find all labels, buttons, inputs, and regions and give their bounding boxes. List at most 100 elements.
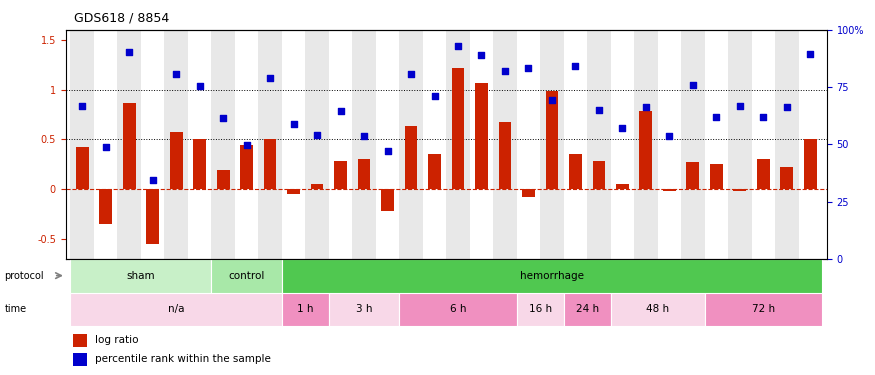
Bar — [74, 334, 87, 347]
Text: control: control — [228, 271, 265, 280]
Point — [263, 75, 277, 81]
Bar — [211, 259, 282, 292]
Bar — [146, 189, 159, 244]
Bar — [94, 30, 117, 259]
Bar — [663, 189, 676, 191]
Point — [756, 114, 771, 120]
Bar — [99, 189, 112, 224]
Bar — [704, 292, 822, 326]
Bar — [170, 132, 183, 189]
Bar — [287, 189, 300, 194]
Point — [662, 134, 676, 140]
Bar — [329, 292, 399, 326]
Text: 48 h: 48 h — [646, 304, 669, 314]
Bar — [428, 154, 441, 189]
Text: log ratio: log ratio — [94, 335, 138, 345]
Point — [381, 148, 395, 154]
Point — [240, 142, 254, 148]
Point — [686, 82, 700, 88]
Bar — [399, 30, 423, 259]
Point — [192, 83, 206, 89]
Bar — [587, 30, 611, 259]
Bar — [775, 30, 799, 259]
Bar — [70, 292, 282, 326]
Text: 16 h: 16 h — [528, 304, 552, 314]
Bar — [263, 140, 276, 189]
Point — [75, 103, 89, 109]
Bar — [728, 30, 752, 259]
Point — [639, 104, 653, 110]
Bar — [211, 30, 235, 259]
Bar — [452, 68, 465, 189]
Point — [569, 63, 583, 69]
Text: sham: sham — [127, 271, 155, 280]
Text: 3 h: 3 h — [356, 304, 372, 314]
Bar — [74, 352, 87, 366]
Bar — [752, 30, 775, 259]
Text: protocol: protocol — [4, 271, 44, 280]
Point — [780, 104, 794, 110]
Bar — [757, 159, 770, 189]
Bar — [517, 30, 540, 259]
Point — [123, 49, 136, 55]
Bar — [399, 292, 517, 326]
Text: hemorrhage: hemorrhage — [520, 271, 584, 280]
Bar — [240, 146, 253, 189]
Bar — [540, 30, 564, 259]
Bar — [446, 30, 470, 259]
Text: 6 h: 6 h — [450, 304, 466, 314]
Point — [522, 65, 536, 71]
Bar — [569, 154, 582, 189]
Bar — [592, 161, 605, 189]
Bar — [493, 30, 517, 259]
Bar — [258, 30, 282, 259]
Bar — [545, 91, 558, 189]
Bar — [141, 30, 164, 259]
Text: n/a: n/a — [168, 304, 185, 314]
Bar — [634, 30, 658, 259]
Bar — [658, 30, 682, 259]
Bar — [75, 147, 88, 189]
Text: 24 h: 24 h — [576, 304, 598, 314]
Text: percentile rank within the sample: percentile rank within the sample — [94, 354, 270, 364]
Bar — [70, 30, 94, 259]
Bar — [780, 167, 794, 189]
Bar — [687, 162, 699, 189]
Bar — [282, 292, 329, 326]
Bar — [164, 30, 188, 259]
Bar — [640, 111, 653, 189]
Bar — [188, 30, 211, 259]
Point — [592, 106, 606, 112]
Bar — [381, 189, 394, 211]
Point — [99, 144, 113, 150]
Bar — [117, 30, 141, 259]
Bar — [564, 30, 587, 259]
Point — [145, 177, 159, 183]
Text: time: time — [4, 304, 26, 314]
Bar — [799, 30, 822, 259]
Bar — [475, 83, 488, 189]
Point — [357, 134, 371, 140]
Text: GDS618 / 8854: GDS618 / 8854 — [74, 11, 170, 24]
Bar — [470, 30, 494, 259]
Bar — [70, 259, 211, 292]
Bar — [193, 140, 206, 189]
Point — [216, 114, 230, 120]
Bar — [234, 30, 258, 259]
Bar — [375, 30, 399, 259]
Point — [286, 122, 300, 128]
Point — [803, 51, 817, 57]
Point — [451, 43, 465, 49]
Point — [169, 71, 183, 77]
Point — [498, 68, 512, 74]
Bar — [710, 164, 723, 189]
Bar — [517, 292, 564, 326]
Bar — [804, 140, 817, 189]
Point — [545, 97, 559, 103]
Bar — [123, 103, 136, 189]
Bar — [616, 184, 629, 189]
Bar — [564, 292, 611, 326]
Bar — [329, 30, 353, 259]
Point — [333, 108, 347, 114]
Text: 1 h: 1 h — [297, 304, 313, 314]
